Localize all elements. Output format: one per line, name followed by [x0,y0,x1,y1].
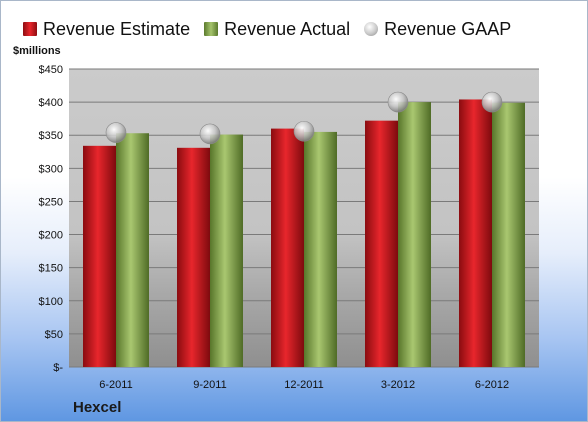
x-tick-label: 9-2011 [193,379,226,391]
marker-revenue-gaap [387,91,409,113]
y-tick-label: $350 [39,130,63,142]
marker-revenue-gaap [199,123,221,145]
y-tick-label: $50 [45,329,63,341]
y-tick-label: $400 [39,97,63,109]
x-tick-label: 12-2011 [284,379,324,391]
legend-item-estimate: Revenue Estimate [23,19,190,40]
bar-revenue-actual [304,131,337,367]
y-tick-label: $- [53,362,63,374]
y-tick-label: $450 [39,64,63,76]
y-tick-label: $250 [39,196,63,208]
gaap-markers [105,91,503,145]
bar-revenue-estimate [365,120,398,367]
y-tick-label: $200 [39,230,63,242]
legend-label-gaap: Revenue GAAP [384,18,512,39]
x-tick-label: 6-2011 [99,379,132,391]
legend-swatch-estimate [23,22,37,36]
y-tick-label: $150 [39,263,63,275]
bar-revenue-actual [116,133,149,367]
x-tick-label: 6-2012 [475,379,509,391]
y-axis-ticks: $- $50 $100 $150 $200 $250 $300 $350 $400 $450 [39,64,64,374]
y-tick-label: $100 [39,296,63,308]
bar-revenue-estimate [459,99,492,367]
bar-revenue-estimate [83,145,116,367]
x-tick-label: 3-2012 [381,379,415,391]
legend-swatch-gaap [364,22,379,36]
legend-item-actual: Revenue Actual [204,19,350,40]
legend-swatch-actual [204,22,219,36]
marker-revenue-gaap [105,122,127,143]
marker-revenue-gaap [481,91,503,113]
bar-revenue-actual [210,134,243,367]
legend-label-estimate: Revenue Estimate [43,18,191,39]
marker-revenue-gaap [293,120,315,142]
legend-item-gaap: Revenue GAAP [364,19,511,40]
chart-legend: Revenue Estimate Revenue Actual Revenue … [23,17,511,41]
y-tick-label: $300 [39,163,63,175]
legend-label-actual: Revenue Actual [224,18,351,39]
bar-revenue-estimate [271,128,304,367]
bar-revenue-estimate [177,147,210,367]
y-axis-unit-label: $millions [13,45,61,57]
x-axis-ticks: 6-2011 9-2011 12-2011 3-2012 6-2012 [99,379,509,391]
bars [83,99,525,368]
company-name: Hexcel [73,399,122,416]
bar-revenue-actual [398,102,431,367]
bar-revenue-actual [492,102,525,368]
